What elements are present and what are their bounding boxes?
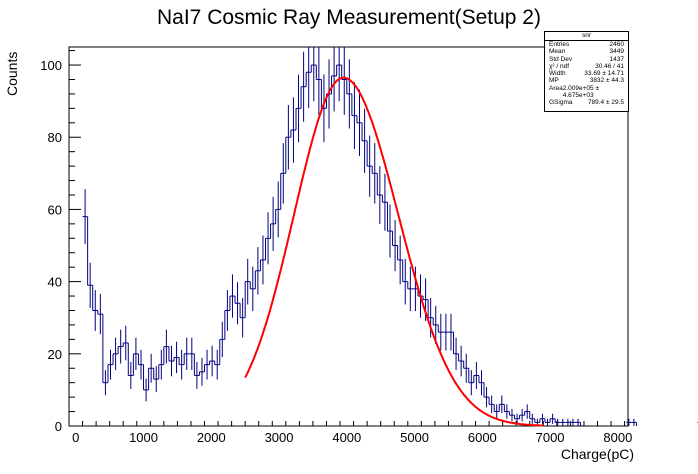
x-tick-label: 2000	[197, 430, 226, 445]
stats-box: snr Entries 2460 Mean 3449 Std Dev 1437 χ² …	[544, 31, 629, 112]
stats-value: 1437	[609, 55, 624, 63]
y-tick-label: 20	[48, 347, 62, 362]
x-tick-label: 4000	[332, 430, 361, 445]
stats-value: 3449	[609, 48, 624, 56]
stats-row: MP 3832 ± 44.3	[545, 77, 628, 84]
stats-row: Std Dev 1437	[545, 56, 628, 63]
stats-label: χ² / ndf	[549, 62, 570, 70]
plot-frame	[68, 46, 629, 427]
y-tick-label: 100	[40, 58, 62, 73]
y-axis-label: Counts	[4, 51, 20, 96]
stats-value: 30.46 / 41	[595, 62, 624, 70]
fit-curve	[244, 76, 544, 427]
y-tick-label: 80	[48, 130, 62, 145]
stats-row: χ² / ndf 30.46 / 41	[545, 63, 628, 70]
y-tick-label: 40	[48, 275, 62, 290]
y-tick-label: 0	[55, 419, 62, 434]
stats-label: Mean	[549, 48, 566, 56]
x-axis-label: Charge(pC)	[560, 446, 634, 462]
stats-row: GSigma 789.4 ± 29.5	[545, 99, 628, 106]
x-tick-label: 3000	[265, 430, 294, 445]
x-tick-label: 0	[72, 430, 79, 445]
x-tick-label: 1000	[129, 430, 158, 445]
stats-value: 2.009e+05 ± 4.675e+03	[562, 84, 600, 100]
stats-value: 33.69 ± 14.71	[584, 70, 624, 78]
stats-row: Width 33.69 ± 14.71	[545, 70, 628, 77]
chart-title: NaI7 Cosmic Ray Measurement(Setup 2)	[157, 6, 541, 29]
stats-row: Area 2.009e+05 ± 4.675e+03	[545, 85, 628, 100]
stats-label: Std Dev	[549, 55, 573, 63]
stats-label: MP	[549, 77, 559, 85]
stats-row: Mean 3449	[545, 48, 628, 55]
stats-label: Area	[549, 84, 563, 92]
x-tick-label: 8000	[603, 430, 632, 445]
x-tick-label: 5000	[400, 430, 429, 445]
stats-label: Width	[549, 70, 566, 78]
stats-value: 3832 ± 44.3	[589, 77, 624, 85]
stats-box-name: snr	[545, 32, 628, 41]
stats-label: GSigma	[549, 99, 573, 107]
x-tick-label: 6000	[468, 430, 497, 445]
stats-row: Entries 2460	[545, 41, 628, 48]
y-tick-label: 60	[48, 202, 62, 217]
stats-label: Entries	[549, 41, 570, 48]
x-tick-label: 7000	[536, 430, 565, 445]
stats-value: 2460	[609, 41, 624, 48]
stats-value: 789.4 ± 29.5	[587, 99, 624, 107]
